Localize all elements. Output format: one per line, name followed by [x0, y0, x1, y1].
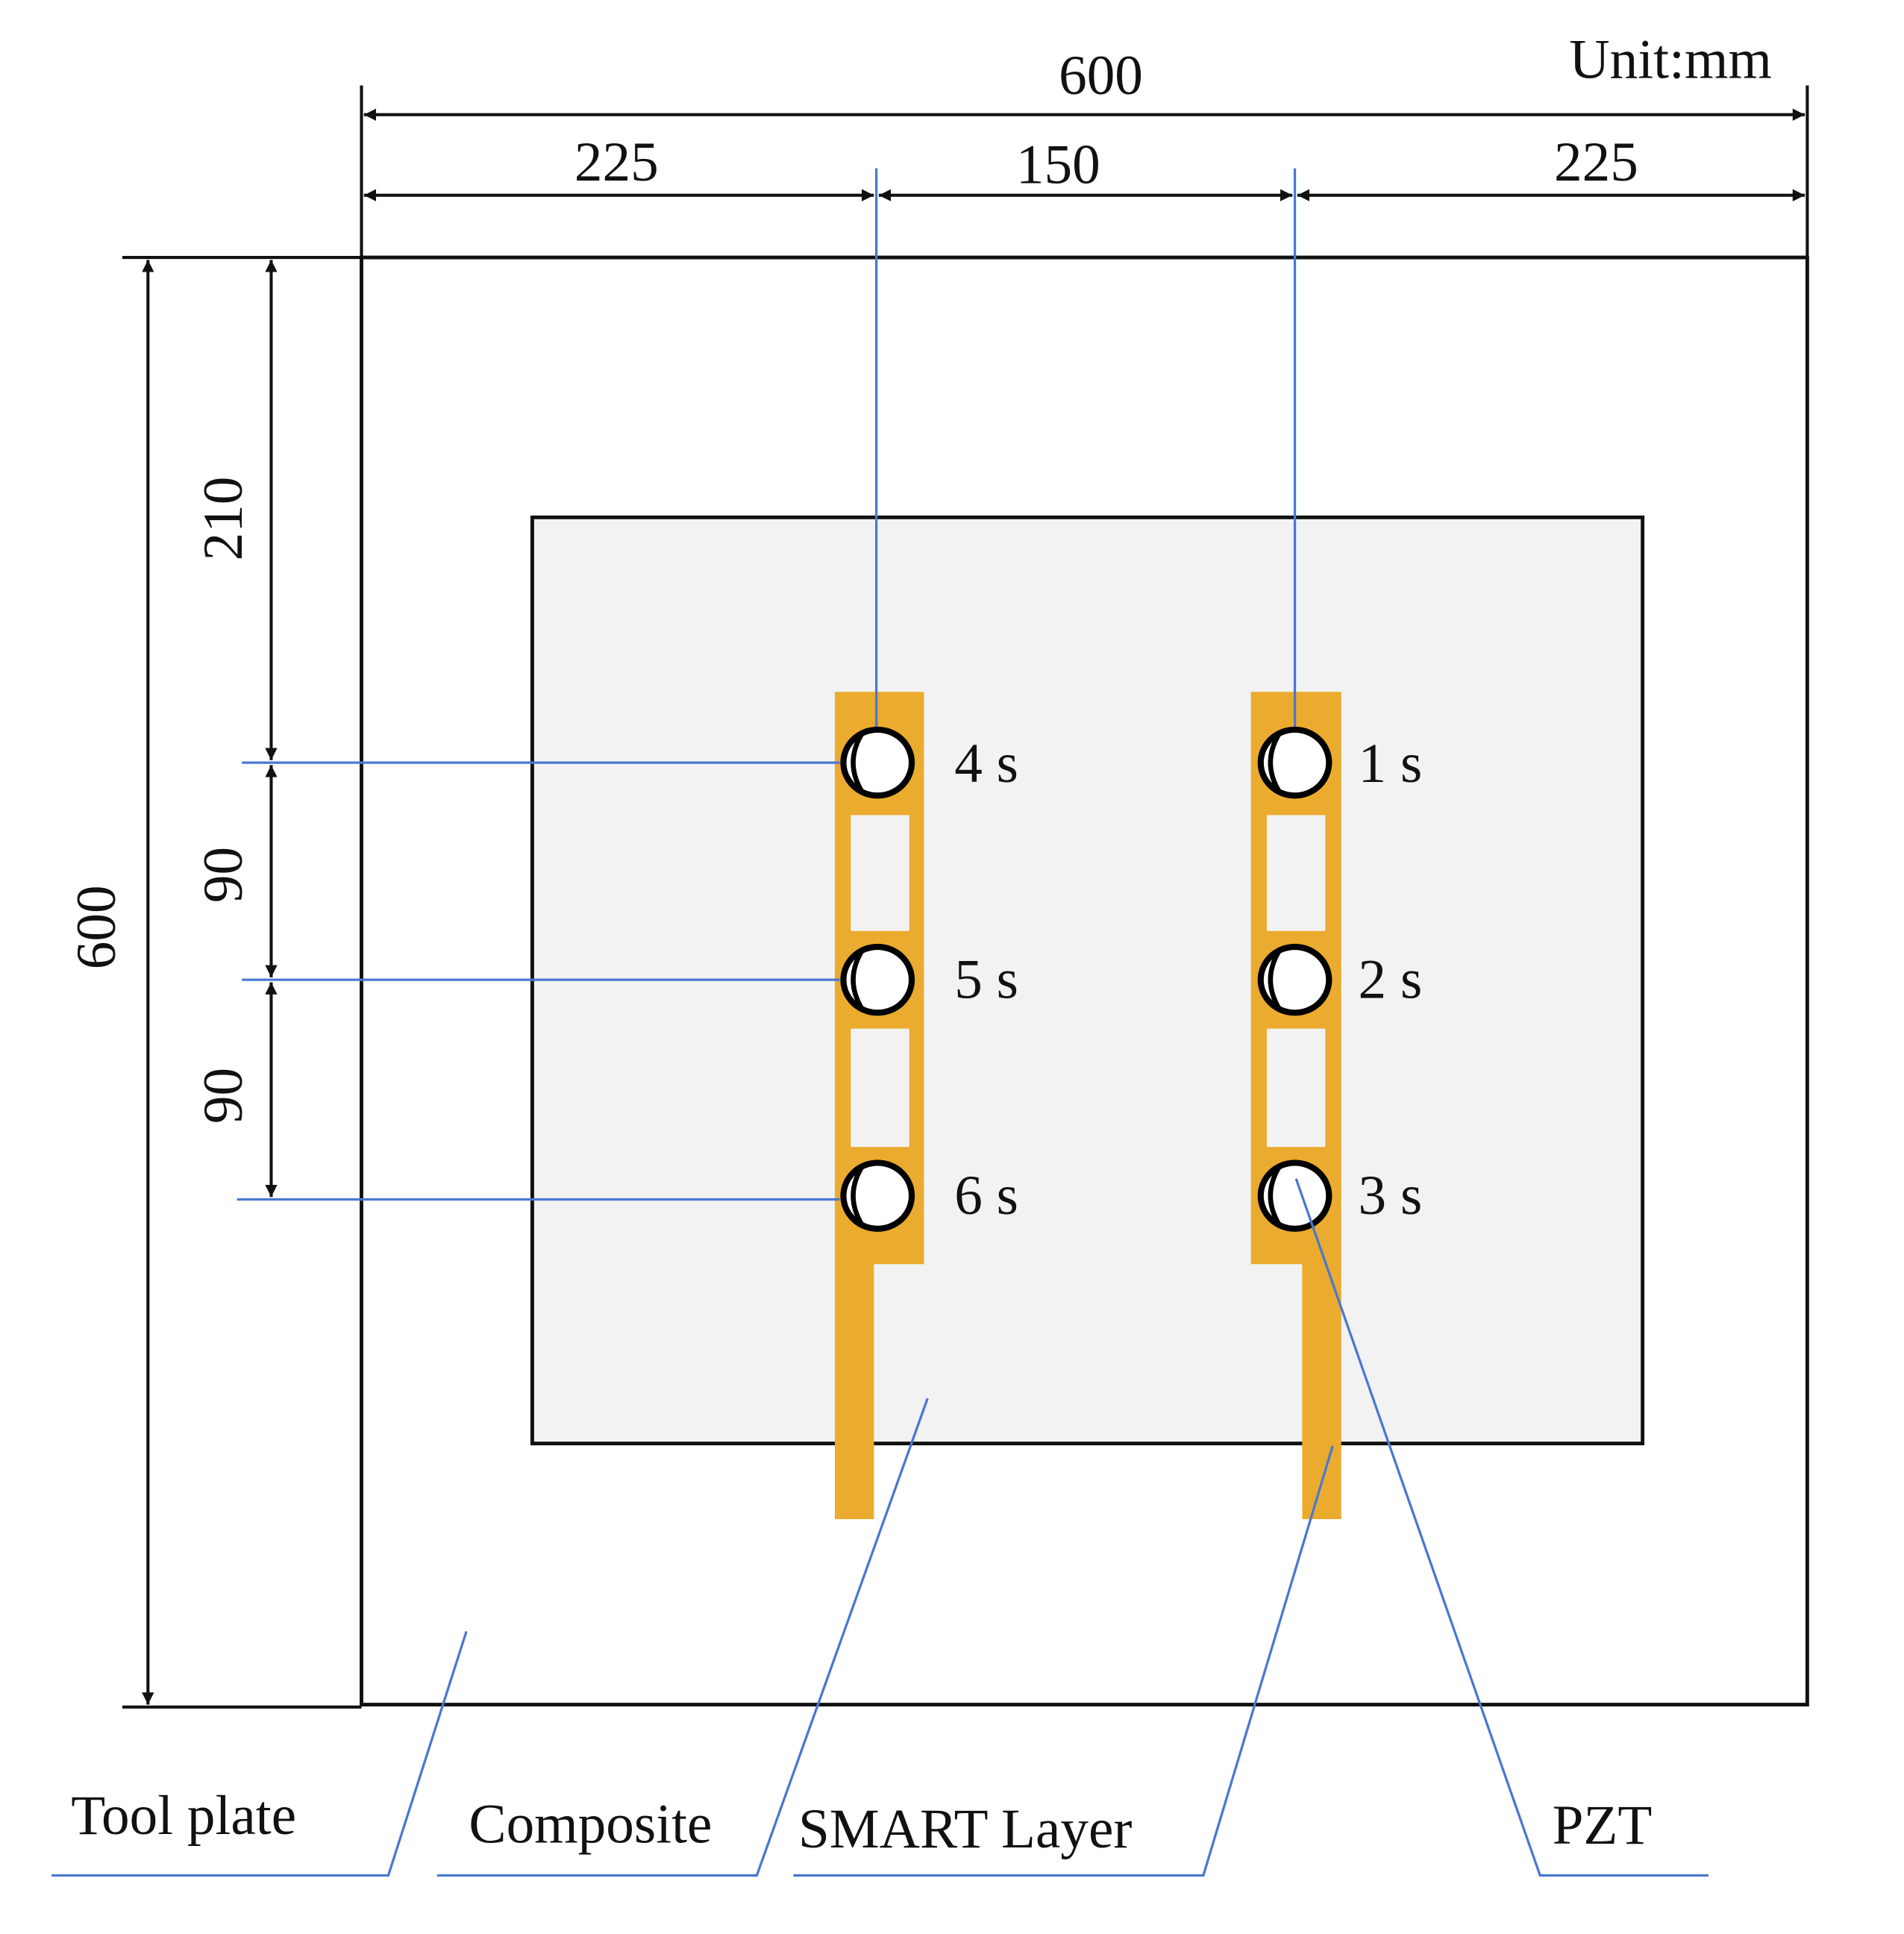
sensor-label-1: 1 s	[1359, 733, 1423, 795]
pzt-sensor-5	[840, 943, 915, 1016]
dim-total-height: 600	[66, 885, 128, 969]
dim-total-width: 600	[1059, 45, 1143, 107]
dim-spacing-1: 90	[192, 847, 254, 903]
dim-spacing-2: 90	[192, 1068, 254, 1124]
dim-right-offset: 225	[1554, 131, 1638, 193]
sensor-label-6: 6 s	[954, 1165, 1018, 1227]
dim-left-offset: 225	[574, 131, 659, 193]
pzt-sensor-1	[1257, 726, 1333, 799]
callout-smart-layer: SMART Layer	[798, 1798, 1132, 1860]
strip-windows	[851, 815, 1326, 1148]
unit-label: Unit:mm	[1569, 29, 1772, 91]
dim-sensor-spacing: 150	[1016, 134, 1100, 195]
sensor-label-5: 5 s	[954, 949, 1018, 1011]
sensor-label-3: 3 s	[1359, 1165, 1423, 1227]
pzt-sensor-2	[1257, 943, 1333, 1016]
sensor-label-4: 4 s	[954, 733, 1018, 795]
callout-pzt: PZT	[1553, 1794, 1653, 1856]
callout-composite: Composite	[469, 1793, 712, 1855]
pzt-sensor-6	[840, 1160, 915, 1232]
sensor-label-2: 2 s	[1359, 949, 1423, 1011]
pzt-sensors	[840, 726, 1333, 1232]
pzt-sensor-3	[1257, 1160, 1333, 1232]
pzt-sensor-4	[840, 726, 915, 799]
callout-tool-plate: Tool plate	[71, 1785, 296, 1847]
dim-top-offset: 210	[192, 477, 254, 561]
